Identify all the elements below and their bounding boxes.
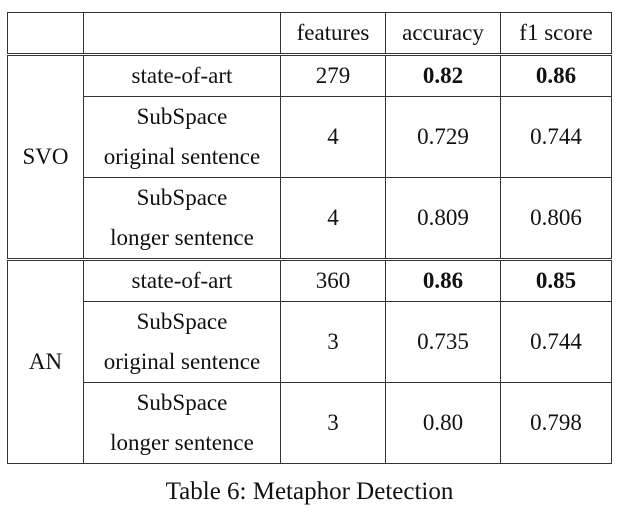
f1-cell: 0.798 bbox=[500, 382, 612, 464]
table-row: AN state-of-art 360 0.86 0.85 bbox=[7, 258, 612, 464]
features-cell: 3 bbox=[280, 301, 386, 383]
table-row: SVO state-of-art 279 0.82 0.86 bbox=[7, 53, 612, 260]
header-f1-score: f1 score bbox=[500, 12, 612, 55]
features-cell: 4 bbox=[280, 96, 386, 178]
accuracy-cell: 0.82 bbox=[385, 53, 501, 97]
method-variant: longer sentence bbox=[110, 225, 254, 250]
table-row: SubSpace original sentence 3 0.735 0.744 bbox=[8, 301, 612, 383]
header-method-cell bbox=[83, 12, 281, 55]
method-cell: SubSpace original sentence bbox=[83, 96, 281, 178]
header-features: features bbox=[280, 12, 386, 55]
f1-cell: 0.86 bbox=[500, 53, 612, 97]
f1-cell: 0.744 bbox=[500, 96, 612, 178]
table-row: SubSpace original sentence 4 0.729 0.744 bbox=[8, 96, 612, 178]
method-name: SubSpace bbox=[136, 309, 228, 334]
table-row: SubSpace longer sentence 4 0.809 0.806 bbox=[8, 177, 612, 260]
features-cell: 279 bbox=[280, 53, 386, 97]
features-cell: 4 bbox=[280, 177, 386, 260]
method-variant: original sentence bbox=[103, 349, 261, 374]
method-cell: SubSpace original sentence bbox=[83, 301, 281, 383]
f1-cell: 0.806 bbox=[500, 177, 612, 260]
accuracy-cell: 0.729 bbox=[385, 96, 501, 178]
metaphor-detection-table: features accuracy f1 score SVO state-of-… bbox=[7, 12, 612, 464]
method-name: SubSpace bbox=[136, 104, 228, 129]
method-variant: original sentence bbox=[103, 144, 261, 169]
method-cell: SubSpace longer sentence bbox=[83, 382, 281, 464]
group-label-an: AN bbox=[7, 258, 84, 464]
method-name: state-of-art bbox=[131, 63, 233, 88]
accuracy-cell: 0.80 bbox=[385, 382, 501, 464]
table-row: SubSpace longer sentence 3 0.80 0.798 bbox=[8, 382, 612, 464]
accuracy-cell: 0.809 bbox=[385, 177, 501, 260]
table-header-row: features accuracy f1 score bbox=[7, 12, 612, 55]
header-accuracy: accuracy bbox=[385, 12, 501, 55]
method-variant: longer sentence bbox=[110, 430, 254, 455]
f1-cell: 0.744 bbox=[500, 301, 612, 383]
header-group-cell bbox=[7, 12, 84, 55]
method-name: SubSpace bbox=[136, 390, 228, 415]
accuracy-cell: 0.735 bbox=[385, 301, 501, 383]
method-cell: SubSpace longer sentence bbox=[83, 177, 281, 260]
accuracy-cell: 0.86 bbox=[385, 258, 501, 302]
f1-cell: 0.85 bbox=[500, 258, 612, 302]
features-cell: 360 bbox=[280, 258, 386, 302]
method-cell: state-of-art bbox=[83, 258, 281, 302]
group-label-svo: SVO bbox=[7, 53, 84, 260]
method-name: state-of-art bbox=[131, 268, 233, 293]
table-caption: Table 6: Metaphor Detection bbox=[165, 478, 454, 505]
method-name: SubSpace bbox=[136, 185, 228, 210]
method-cell: state-of-art bbox=[83, 53, 281, 97]
features-cell: 3 bbox=[280, 382, 386, 464]
